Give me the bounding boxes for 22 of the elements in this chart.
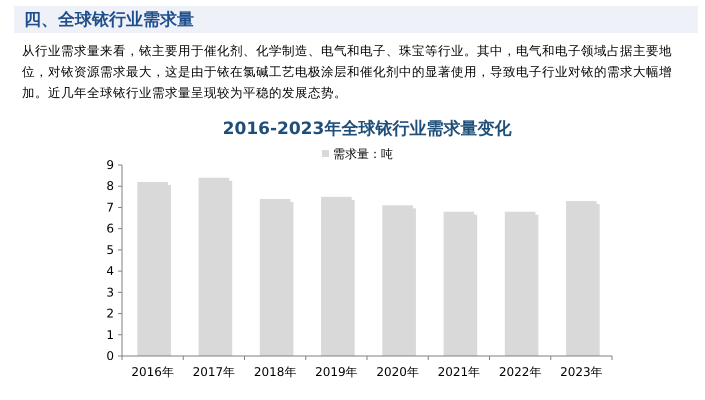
- legend-label: 需求量：吨: [333, 147, 393, 161]
- y-tick-label: 9: [106, 158, 114, 172]
- x-tick-label: 2021年: [438, 365, 480, 379]
- x-tick-label: 2017年: [192, 365, 236, 379]
- y-tick-label: 5: [106, 242, 114, 257]
- y-tick-label: 6: [106, 222, 114, 236]
- x-tick-label: 2019年: [315, 365, 358, 379]
- chart-title: 2016-2023年全球铱行业需求量变化: [222, 119, 512, 139]
- x-tick-label: 2022年: [498, 365, 542, 379]
- y-tick-label: 2: [106, 306, 114, 321]
- y-tick-label: 0: [106, 349, 114, 363]
- x-tick-label: 2018年: [254, 365, 296, 379]
- y-tick-label: 4: [106, 264, 114, 278]
- y-tick-label: 7: [106, 200, 114, 214]
- x-tick-label: 2023年: [560, 365, 603, 379]
- x-tick-label: 2020年: [376, 365, 419, 379]
- y-tick-label: 1: [106, 328, 114, 342]
- text: 四、全球铱行业需求量: [24, 9, 194, 31]
- text: 从行业需求量来看，铱主要用于催化剂、化学制造、电气和电子、珠宝等行业。其中，电气和电子领域占据主要地位，对铱资源需求最大，这是由于铱在氯碱工艺电极涂层和催化剂中的显著使用，导致电子行业对铱的需求大幅增加。近几年全球铱行业需求量呈现较为平稳的发展态势。: [22, 42, 673, 102]
- y-tick-label: 3: [106, 285, 114, 300]
- x-tick-label: 2016年: [131, 365, 174, 379]
- y-tick-label: 8: [106, 179, 114, 194]
